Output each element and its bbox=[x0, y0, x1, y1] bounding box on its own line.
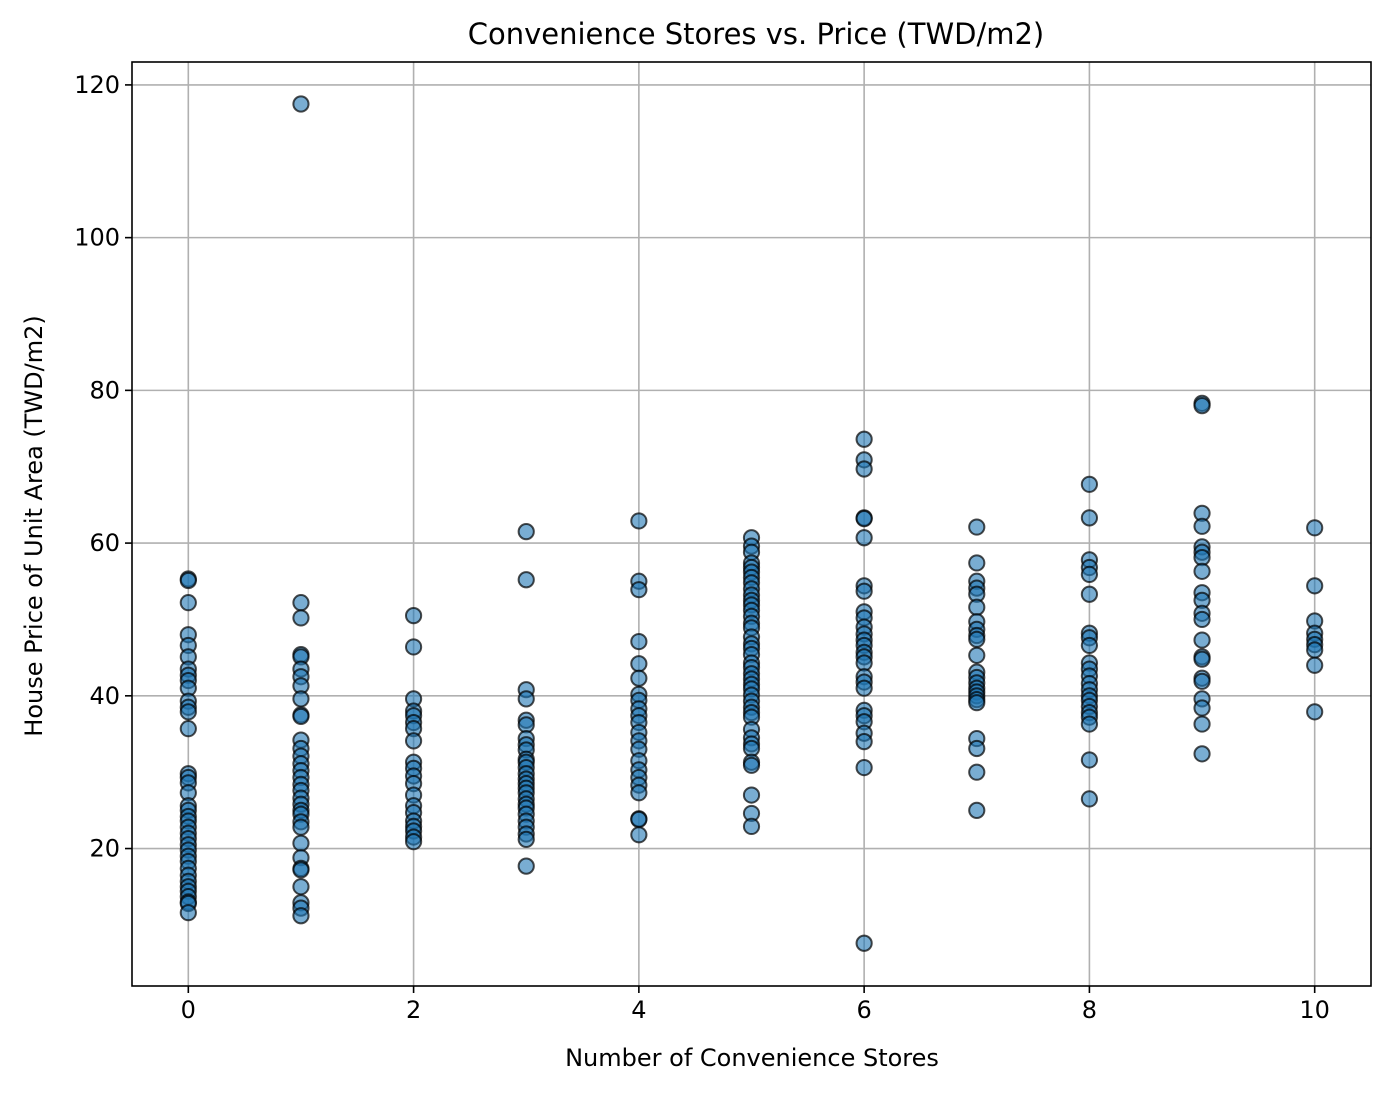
y-tick-label: 100 bbox=[74, 224, 120, 252]
data-point bbox=[968, 554, 986, 572]
data-point bbox=[1080, 585, 1099, 603]
data-point bbox=[1193, 715, 1211, 733]
data-point bbox=[1306, 656, 1324, 674]
data-point bbox=[1306, 519, 1324, 537]
data-point bbox=[1080, 475, 1099, 493]
data-point bbox=[292, 878, 310, 896]
data-point bbox=[1080, 790, 1099, 808]
x-tick-label: 0 bbox=[181, 996, 196, 1024]
data-point bbox=[1306, 641, 1324, 659]
data-point bbox=[855, 430, 873, 448]
data-point bbox=[968, 801, 986, 819]
data-point bbox=[968, 763, 986, 781]
data-point bbox=[1080, 715, 1099, 733]
y-axis-label: House Price of Unit Area (TWD/m2) bbox=[20, 315, 48, 736]
data-point bbox=[630, 826, 648, 844]
chart-title: Convenience Stores vs. Price (TWD/m2) bbox=[468, 17, 1045, 51]
x-tick-label: 8 bbox=[1082, 996, 1097, 1024]
data-point bbox=[630, 810, 648, 829]
data-point bbox=[630, 655, 648, 673]
data-point bbox=[292, 594, 310, 612]
x-axis-ticks: 0 2 4 6 8 10 bbox=[181, 986, 1330, 1024]
data-point bbox=[1193, 699, 1211, 717]
data-point bbox=[179, 904, 197, 922]
data-point bbox=[1080, 565, 1099, 584]
data-point bbox=[1306, 703, 1324, 721]
data-point bbox=[855, 759, 873, 777]
data-point bbox=[968, 646, 986, 664]
data-point bbox=[292, 834, 310, 852]
data-point bbox=[517, 523, 535, 541]
data-point bbox=[1193, 610, 1211, 629]
y-axis-ticks: 20 40 60 80 100 120 bbox=[74, 71, 132, 863]
data-point bbox=[855, 582, 873, 600]
data-point bbox=[1193, 517, 1211, 535]
data-point bbox=[179, 720, 197, 738]
data-point bbox=[855, 733, 873, 751]
data-point bbox=[292, 861, 310, 879]
data-point bbox=[292, 707, 310, 726]
data-point bbox=[1193, 562, 1211, 580]
data-point bbox=[1080, 636, 1099, 655]
plot-area-frame bbox=[131, 61, 1372, 987]
y-tick-label: 40 bbox=[89, 682, 120, 710]
data-point bbox=[855, 934, 873, 952]
x-tick-label: 2 bbox=[406, 996, 421, 1024]
data-point bbox=[517, 857, 535, 875]
data-point bbox=[1193, 650, 1211, 668]
data-point bbox=[1193, 631, 1211, 649]
data-point bbox=[517, 571, 535, 589]
x-tick-label: 10 bbox=[1299, 996, 1330, 1024]
data-point bbox=[968, 630, 986, 648]
data-point bbox=[742, 786, 761, 804]
data-point bbox=[968, 518, 986, 536]
data-point bbox=[517, 690, 535, 708]
data-point bbox=[1306, 577, 1324, 595]
data-point bbox=[292, 95, 310, 113]
data-point bbox=[855, 510, 873, 528]
data-point bbox=[630, 581, 648, 599]
data-point bbox=[1193, 672, 1211, 690]
data-point bbox=[179, 703, 197, 721]
y-tick-label: 60 bbox=[89, 529, 120, 557]
data-point bbox=[292, 690, 310, 708]
data-point bbox=[968, 739, 986, 758]
data-point bbox=[855, 460, 873, 478]
data-point bbox=[404, 833, 423, 851]
x-tick-label: 4 bbox=[631, 996, 646, 1024]
data-point bbox=[742, 756, 761, 774]
data-point bbox=[179, 594, 197, 612]
data-point bbox=[404, 607, 423, 625]
data-points bbox=[179, 95, 1324, 952]
y-tick-label: 20 bbox=[89, 835, 120, 863]
x-tick-label: 6 bbox=[856, 996, 871, 1024]
data-point bbox=[630, 784, 648, 802]
y-tick-label: 80 bbox=[89, 376, 120, 404]
y-tick-label: 120 bbox=[74, 71, 120, 99]
data-point bbox=[292, 907, 310, 925]
data-point bbox=[630, 669, 648, 687]
data-point bbox=[855, 529, 873, 547]
data-point bbox=[179, 571, 197, 590]
data-point bbox=[630, 512, 648, 530]
x-axis-label: Number of Convenience Stores bbox=[565, 1044, 939, 1072]
data-point bbox=[1080, 751, 1099, 769]
data-point bbox=[1080, 509, 1099, 527]
data-point bbox=[517, 830, 535, 848]
data-point bbox=[404, 638, 423, 656]
data-point bbox=[1193, 397, 1211, 415]
data-point bbox=[404, 732, 423, 750]
data-point bbox=[630, 633, 648, 651]
data-point bbox=[742, 817, 761, 836]
data-point bbox=[292, 609, 310, 627]
data-point bbox=[292, 818, 310, 836]
data-point bbox=[968, 694, 986, 712]
data-point bbox=[1193, 745, 1211, 763]
data-point bbox=[855, 679, 873, 697]
data-point bbox=[968, 598, 986, 616]
